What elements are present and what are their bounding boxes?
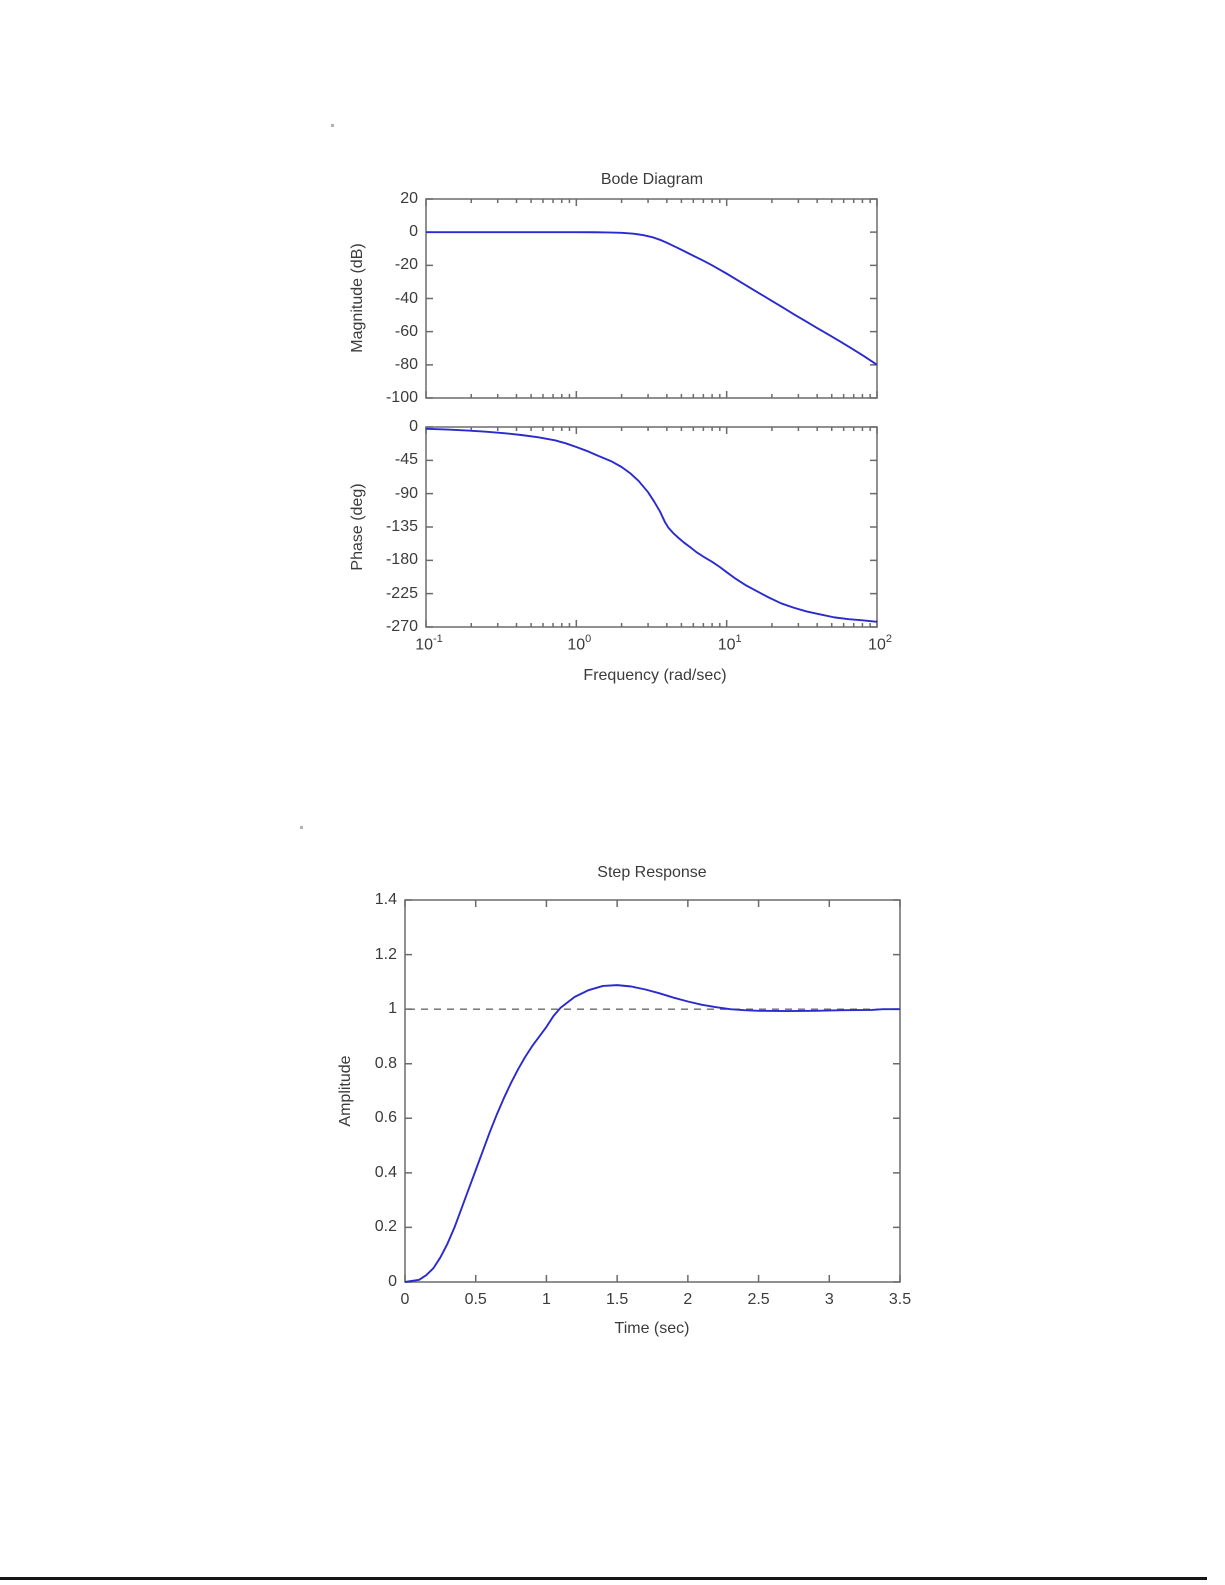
page-footer-rule: [0, 1577, 1207, 1580]
step-ytick-label: 1.2: [374, 945, 397, 963]
bode-phase-ytick-label: -270: [385, 618, 418, 636]
step-ytick-label: 0: [388, 1273, 397, 1291]
bode-phase-ytick-label: -135: [385, 518, 418, 536]
bode-magnitude-ytick-label: -100: [385, 389, 418, 407]
bode-magnitude-ticks: [425, 198, 878, 399]
bode-phase-ticks: [425, 426, 878, 628]
step-xtick-label: 3.5: [888, 1291, 912, 1308]
bode-xtick-label: 101: [717, 633, 742, 654]
bode-xtick-label: 102: [868, 633, 892, 654]
step-xtick-label: 0.5: [464, 1291, 487, 1308]
bode-title: Bode Diagram: [600, 171, 704, 188]
bode-xtick-label: 10-1: [415, 633, 443, 654]
bode-xlabel: Frequency (rad/sec): [583, 667, 727, 684]
scan-artifact-dot: [331, 124, 334, 127]
step-ytick-label: 0.2: [374, 1218, 397, 1236]
step-xtick-label: 2: [683, 1291, 693, 1308]
step-ytick-label: 0.8: [374, 1054, 397, 1072]
scan-artifact-dot: [300, 826, 303, 829]
bode-phase-ytick-label: 0: [409, 418, 418, 436]
bode-magnitude-curve: [426, 231, 878, 366]
bode-xtick-label: 100: [567, 633, 592, 654]
step-xlabel: Time (sec): [614, 1320, 690, 1337]
step-ytick-label: 0.4: [374, 1164, 397, 1182]
step-axes-box: [404, 899, 901, 1283]
step-ticks: [404, 899, 901, 1283]
bode-phase-ytick-label: -225: [385, 584, 418, 602]
bode-magnitude-ytick-label: -60: [394, 322, 418, 340]
bode-magnitude-ytick-label: -40: [394, 289, 418, 307]
step-xtick-label: 0: [400, 1291, 410, 1308]
bode-magnitude-ytick-label: -80: [394, 356, 418, 374]
bode-magnitude-ytick-label: 0: [409, 223, 418, 241]
bode-phase-ytick-label: -180: [385, 551, 418, 569]
bode-magnitude-ytick-label: -20: [394, 256, 418, 274]
step-ytick-label: 1.4: [374, 891, 397, 909]
step-response-curve: [404, 984, 900, 1283]
step-xtick-label: 2.5: [747, 1291, 770, 1308]
bode-phase-ytick-label: -45: [394, 451, 418, 469]
bode-magnitude-ytick-label: 20: [400, 190, 418, 208]
bode-magnitude-axes-box: [425, 198, 878, 399]
bode-phase-axes-box: [425, 426, 878, 628]
step-ytick-label: 0.6: [374, 1109, 397, 1127]
step-ytick-label: 1: [388, 1000, 397, 1018]
bode-phase-ytick-label: -90: [394, 484, 418, 502]
step-title: Step Response: [597, 864, 707, 881]
bode-phase-curve: [425, 427, 878, 623]
step-xtick-label: 1.5: [606, 1291, 629, 1308]
step-xtick-label: 3: [824, 1291, 834, 1308]
step-xtick-label: 1: [541, 1291, 551, 1308]
